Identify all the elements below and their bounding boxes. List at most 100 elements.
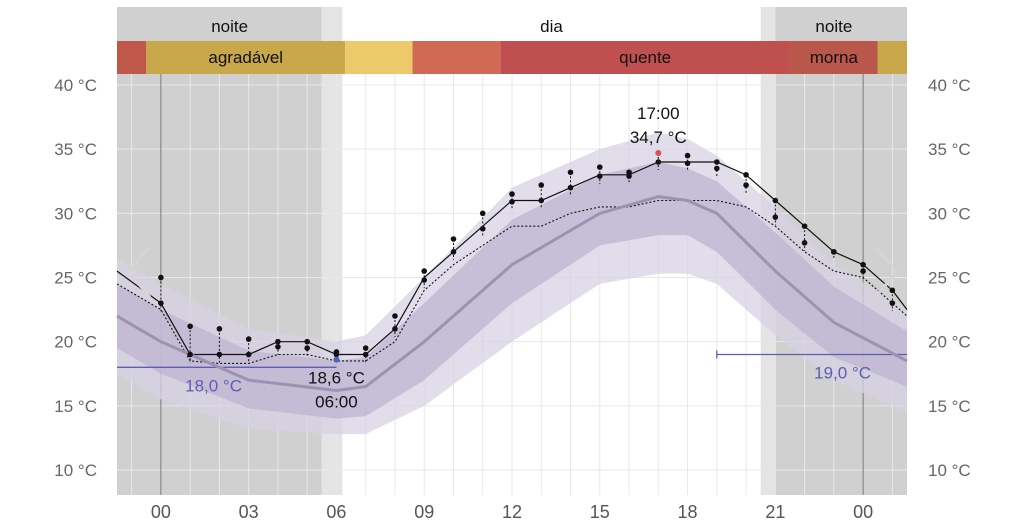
y-tick-label-left: 40 °C	[54, 76, 97, 95]
y-tick-label-right: 30 °C	[928, 204, 971, 223]
spread-inner-band	[117, 162, 907, 419]
x-tick-label: 09	[414, 502, 434, 522]
x-tick-label: 12	[502, 502, 522, 522]
x-tick-label: 00	[151, 502, 171, 522]
y-tick-label-right: 25 °C	[928, 269, 971, 288]
chevron-left-icon[interactable]	[126, 246, 152, 298]
comfort-band-label: morna	[810, 48, 859, 67]
obs-point-low	[304, 345, 310, 351]
obs-point-low	[392, 326, 398, 332]
obs-point-low	[684, 160, 691, 167]
comfort-band-label: agradável	[208, 48, 283, 67]
comfort-band-5	[789, 41, 878, 74]
obs-point-high	[538, 182, 545, 188]
obs-point-low	[567, 184, 574, 191]
obs-point-high	[772, 197, 779, 204]
comfort-bands-layer: noite dia noite agradável quente morna	[117, 17, 907, 74]
obs-point-high	[479, 210, 486, 217]
obs-point-low	[596, 173, 603, 179]
spread-bands-layer	[117, 132, 907, 435]
obs-point-high	[801, 223, 808, 229]
reference-line-label: 19,0 °C	[814, 364, 871, 383]
annotation-min-value: 18,6 °C	[308, 369, 365, 388]
annotation-min-time: 06:00	[315, 393, 358, 412]
series-line-dotted-black	[116, 199, 908, 365]
obs-point-low	[362, 351, 369, 358]
reference-line-label: 18,0 °C	[185, 376, 242, 395]
y-tick-label-right: 20 °C	[928, 333, 971, 352]
obs-point-low	[509, 198, 515, 205]
reference-lines-layer: 18,0 °C 19,0 °C	[117, 350, 907, 395]
series-layer	[116, 161, 908, 392]
x-tick-label: 15	[590, 502, 610, 522]
y-tick-label-left: 10 °C	[54, 461, 97, 480]
y-tick-label-right: 40 °C	[928, 76, 971, 95]
obs-point-high	[421, 268, 428, 274]
navigation-layer	[126, 246, 899, 298]
obs-point-high	[743, 172, 749, 178]
period-label-0: noite	[211, 17, 248, 36]
x-tick-label: 06	[326, 502, 346, 522]
obs-point-high	[216, 326, 223, 332]
obs-point-high	[158, 274, 164, 281]
obs-point-high	[509, 191, 515, 197]
annotation-max-time: 17:00	[637, 104, 680, 123]
obs-point-low	[743, 182, 749, 188]
y-tick-label-left: 30 °C	[54, 204, 97, 223]
obs-point-high	[860, 261, 866, 268]
annotation-max-marker	[655, 150, 662, 157]
series-line-solid-black	[116, 161, 908, 356]
obs-point-low	[187, 351, 193, 358]
y-tick-label-right: 35 °C	[928, 140, 971, 159]
obs-point-low	[889, 300, 896, 306]
obs-point-high	[684, 152, 691, 159]
obs-point-high	[889, 287, 896, 294]
obs-point-low	[538, 197, 545, 204]
y-tick-label-left: 15 °C	[54, 397, 97, 416]
obs-point-high	[714, 159, 720, 165]
obs-point-high	[596, 164, 603, 170]
tick-labels-layer: 10 °C 10 °C 15 °C 15 °C 20 °C 20 °C 25 °C 25 °C…	[54, 76, 970, 522]
obs-point-high	[304, 338, 310, 345]
comfort-band-label: quente	[619, 48, 671, 67]
comfort-band-2	[345, 41, 413, 74]
obs-point-high	[245, 336, 252, 342]
y-tick-label-left: 35 °C	[54, 140, 97, 159]
period-label-2: noite	[815, 17, 852, 36]
annotation-min-marker	[333, 356, 340, 363]
obs-point-low	[772, 214, 779, 220]
x-tick-label: 03	[239, 502, 259, 522]
obs-point-high	[567, 169, 574, 176]
y-tick-label-right: 10 °C	[928, 461, 971, 480]
series-line-mean-grey	[116, 195, 908, 392]
y-tick-label-left: 25 °C	[54, 269, 97, 288]
annotation-max-value: 34,7 °C	[630, 128, 687, 147]
y-tick-label-right: 15 °C	[928, 397, 971, 416]
obs-point-low	[275, 344, 281, 350]
comfort-band-6	[877, 41, 907, 74]
period-label-1: dia	[540, 17, 563, 36]
obs-point-low	[421, 277, 428, 283]
chevron-right-icon[interactable]	[873, 246, 899, 298]
comfort-band-3	[412, 41, 501, 74]
x-tick-label: 18	[678, 502, 698, 522]
annotations-layer: 17:00 34,7 °C 18,6 °C 06:00	[308, 104, 687, 412]
obs-point-low	[333, 351, 340, 358]
obs-point-low	[831, 249, 837, 255]
obs-point-low	[216, 351, 223, 358]
obs-point-high	[450, 236, 457, 242]
y-tick-label-left: 20 °C	[54, 333, 97, 352]
obs-point-high	[626, 169, 632, 176]
obs-point-low	[655, 159, 662, 165]
comfort-band-0	[117, 41, 147, 74]
obs-point-low	[479, 225, 486, 232]
x-tick-label: 21	[765, 502, 785, 522]
obs-point-low	[714, 165, 720, 172]
obs-point-high	[392, 313, 398, 319]
obs-point-low	[801, 240, 808, 246]
obs-point-high	[187, 323, 193, 330]
obs-point-high	[275, 338, 281, 345]
comfort-band-1	[146, 41, 346, 74]
